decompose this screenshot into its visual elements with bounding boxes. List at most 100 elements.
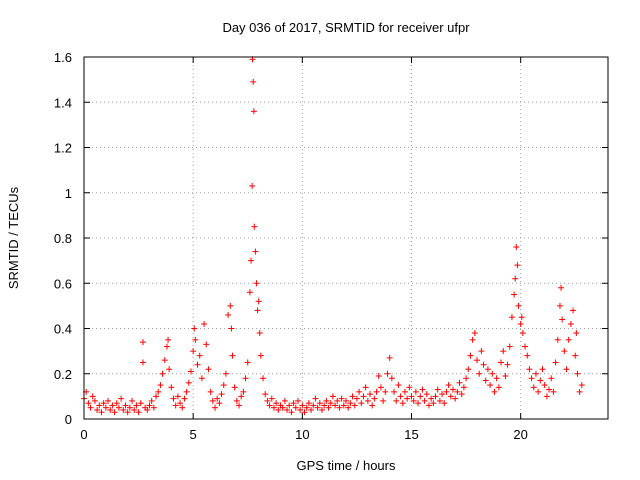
data-point [482, 377, 489, 384]
data-point [511, 291, 518, 298]
data-point [519, 330, 526, 337]
data-point [343, 397, 349, 404]
data-point [198, 375, 205, 382]
data-point [478, 348, 485, 355]
data-point [165, 336, 172, 343]
data-point [246, 289, 253, 296]
data-point [122, 402, 129, 409]
data-point [255, 298, 262, 305]
grid [84, 57, 608, 419]
data-point [570, 307, 577, 314]
data-point [242, 375, 249, 382]
data-point [573, 330, 580, 337]
data-point [487, 382, 494, 389]
data-point [190, 348, 197, 355]
data-point [275, 406, 282, 413]
data-point [249, 182, 256, 189]
data-point [439, 391, 446, 398]
data-point [517, 320, 524, 327]
data-point [410, 397, 417, 404]
data-point [412, 388, 419, 395]
data-point [408, 393, 415, 400]
x-tick-label: 0 [80, 427, 87, 442]
data-point [201, 320, 208, 327]
data-point [480, 361, 487, 368]
data-point [264, 397, 271, 404]
data-point [360, 393, 367, 400]
data-point [554, 336, 561, 343]
data-point [419, 386, 426, 393]
data-point [449, 386, 456, 393]
data-point [318, 406, 325, 413]
data-point [115, 404, 122, 411]
data-point [126, 404, 133, 411]
data-point [252, 248, 259, 255]
data-point [386, 354, 393, 361]
data-point [207, 388, 214, 395]
data-point [367, 391, 374, 398]
data-point [150, 404, 157, 411]
data-point [100, 400, 107, 407]
data-point [436, 397, 443, 404]
data-point [362, 384, 369, 391]
data-point [401, 388, 408, 395]
data-point [434, 386, 441, 393]
data-point [441, 400, 448, 407]
data-point [447, 393, 454, 400]
data-point [500, 348, 507, 355]
data-point [576, 388, 583, 395]
data-point [371, 395, 378, 402]
data-point [94, 406, 101, 413]
data-point [550, 388, 557, 395]
data-point [166, 366, 173, 373]
data-point [107, 406, 114, 413]
data-point [299, 402, 306, 409]
data-point [395, 382, 402, 389]
data-point [85, 400, 92, 407]
data-point [530, 384, 537, 391]
data-point [502, 373, 509, 380]
data-point [514, 262, 521, 269]
data-point [484, 366, 491, 373]
data-point [323, 397, 330, 404]
data-point [203, 341, 210, 348]
data-point [432, 393, 439, 400]
data-point [316, 400, 323, 407]
x-axis-label: GPS time / hours [297, 458, 396, 473]
data-point [454, 388, 461, 395]
data-point [495, 384, 502, 391]
data-point [373, 388, 380, 395]
data-point [467, 352, 474, 359]
data-point [312, 395, 319, 402]
data-point [456, 379, 463, 386]
y-tick-label: 1.4 [54, 95, 72, 110]
data-point [377, 384, 384, 391]
data-point [558, 284, 565, 291]
data-point [292, 404, 299, 411]
data-point [565, 336, 572, 343]
data-point [216, 400, 223, 407]
data-point [146, 402, 153, 409]
data-point [131, 406, 138, 413]
y-tick-label: 1 [65, 186, 72, 201]
data-point [559, 316, 566, 323]
data-point [489, 370, 496, 377]
data-point [297, 406, 304, 413]
data-point [305, 400, 312, 407]
data-point [174, 393, 181, 400]
data-point [225, 311, 232, 318]
data-point [541, 382, 548, 389]
data-point [290, 400, 297, 407]
data-point [404, 395, 411, 402]
data-point [155, 388, 162, 395]
data-point [168, 384, 175, 391]
data-point [537, 377, 544, 384]
y-tick-label: 1.6 [54, 50, 72, 65]
data-point [493, 375, 500, 382]
x-tick-label: 15 [404, 427, 418, 442]
data-point [91, 397, 98, 404]
data-point [273, 400, 280, 407]
data-point [349, 393, 356, 400]
data-point [109, 402, 116, 409]
data-point [148, 397, 155, 404]
